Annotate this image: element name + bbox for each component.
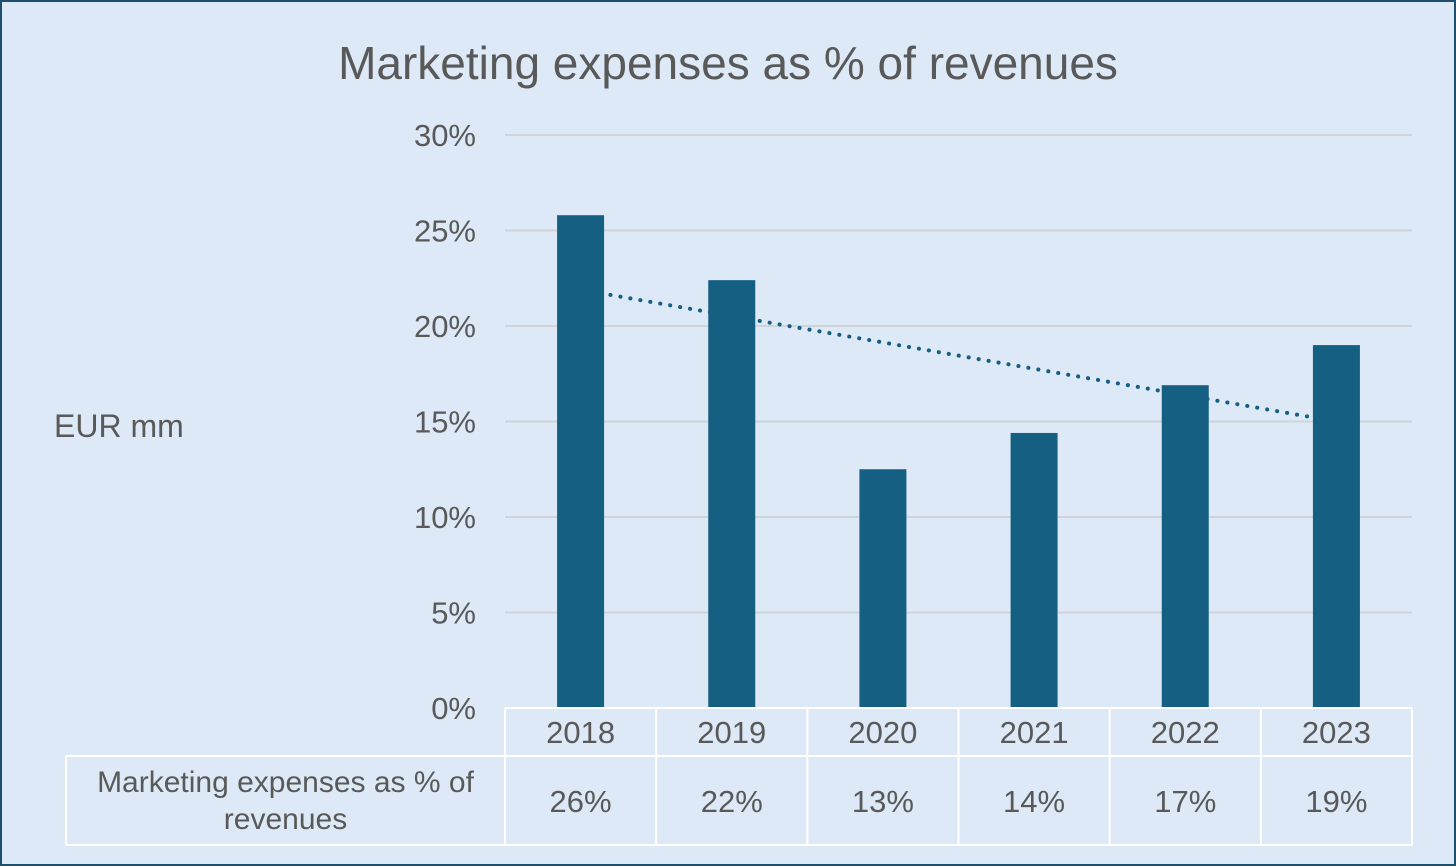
- bar-2021: [1010, 432, 1058, 708]
- x-tick-label: 2021: [1000, 715, 1069, 750]
- bar-2023: [1312, 345, 1360, 708]
- y-axis-ticks: 0% 5% 10% 15% 20% 25% 30%: [414, 118, 476, 726]
- x-tick-label: 2019: [697, 715, 766, 750]
- y-tick-label: 25%: [414, 214, 476, 249]
- y-tick-label: 20%: [414, 309, 476, 344]
- bar-2022: [1161, 385, 1209, 708]
- table-cell-value: 26%: [550, 784, 612, 819]
- x-tick-label: 2023: [1302, 715, 1371, 750]
- y-tick-label: 15%: [414, 405, 476, 440]
- table-cell-value: 22%: [701, 784, 763, 819]
- y-tick-label: 30%: [414, 118, 476, 153]
- table-cell-value: 17%: [1154, 784, 1216, 819]
- table-cell-value: 13%: [852, 784, 914, 819]
- x-tick-label: 2018: [546, 715, 615, 750]
- table-row-label: Marketing expenses as % of revenues: [97, 766, 475, 836]
- y-tick-label: 0%: [431, 691, 476, 726]
- bar-2019: [708, 280, 756, 708]
- bars: [557, 215, 1360, 708]
- gridlines: [505, 134, 1412, 614]
- bar-2020: [859, 469, 907, 708]
- y-axis-label: EUR mm: [54, 408, 184, 444]
- data-table: 2018 2019 2020 2021 2022 2023 26% 22% 13% 14% 17% 1…: [65, 707, 1413, 846]
- x-tick-label: 2020: [848, 715, 917, 750]
- y-tick-label: 10%: [414, 500, 476, 535]
- bar-2018: [557, 215, 605, 708]
- x-tick-label: 2022: [1151, 715, 1220, 750]
- trendline-line: [578, 287, 1339, 424]
- chart-title: Marketing expenses as % of revenues: [338, 37, 1118, 89]
- trendline: [578, 287, 1339, 424]
- y-tick-label: 5%: [431, 596, 476, 631]
- table-cell-value: 14%: [1003, 784, 1065, 819]
- table-cell-value: 19%: [1305, 784, 1367, 819]
